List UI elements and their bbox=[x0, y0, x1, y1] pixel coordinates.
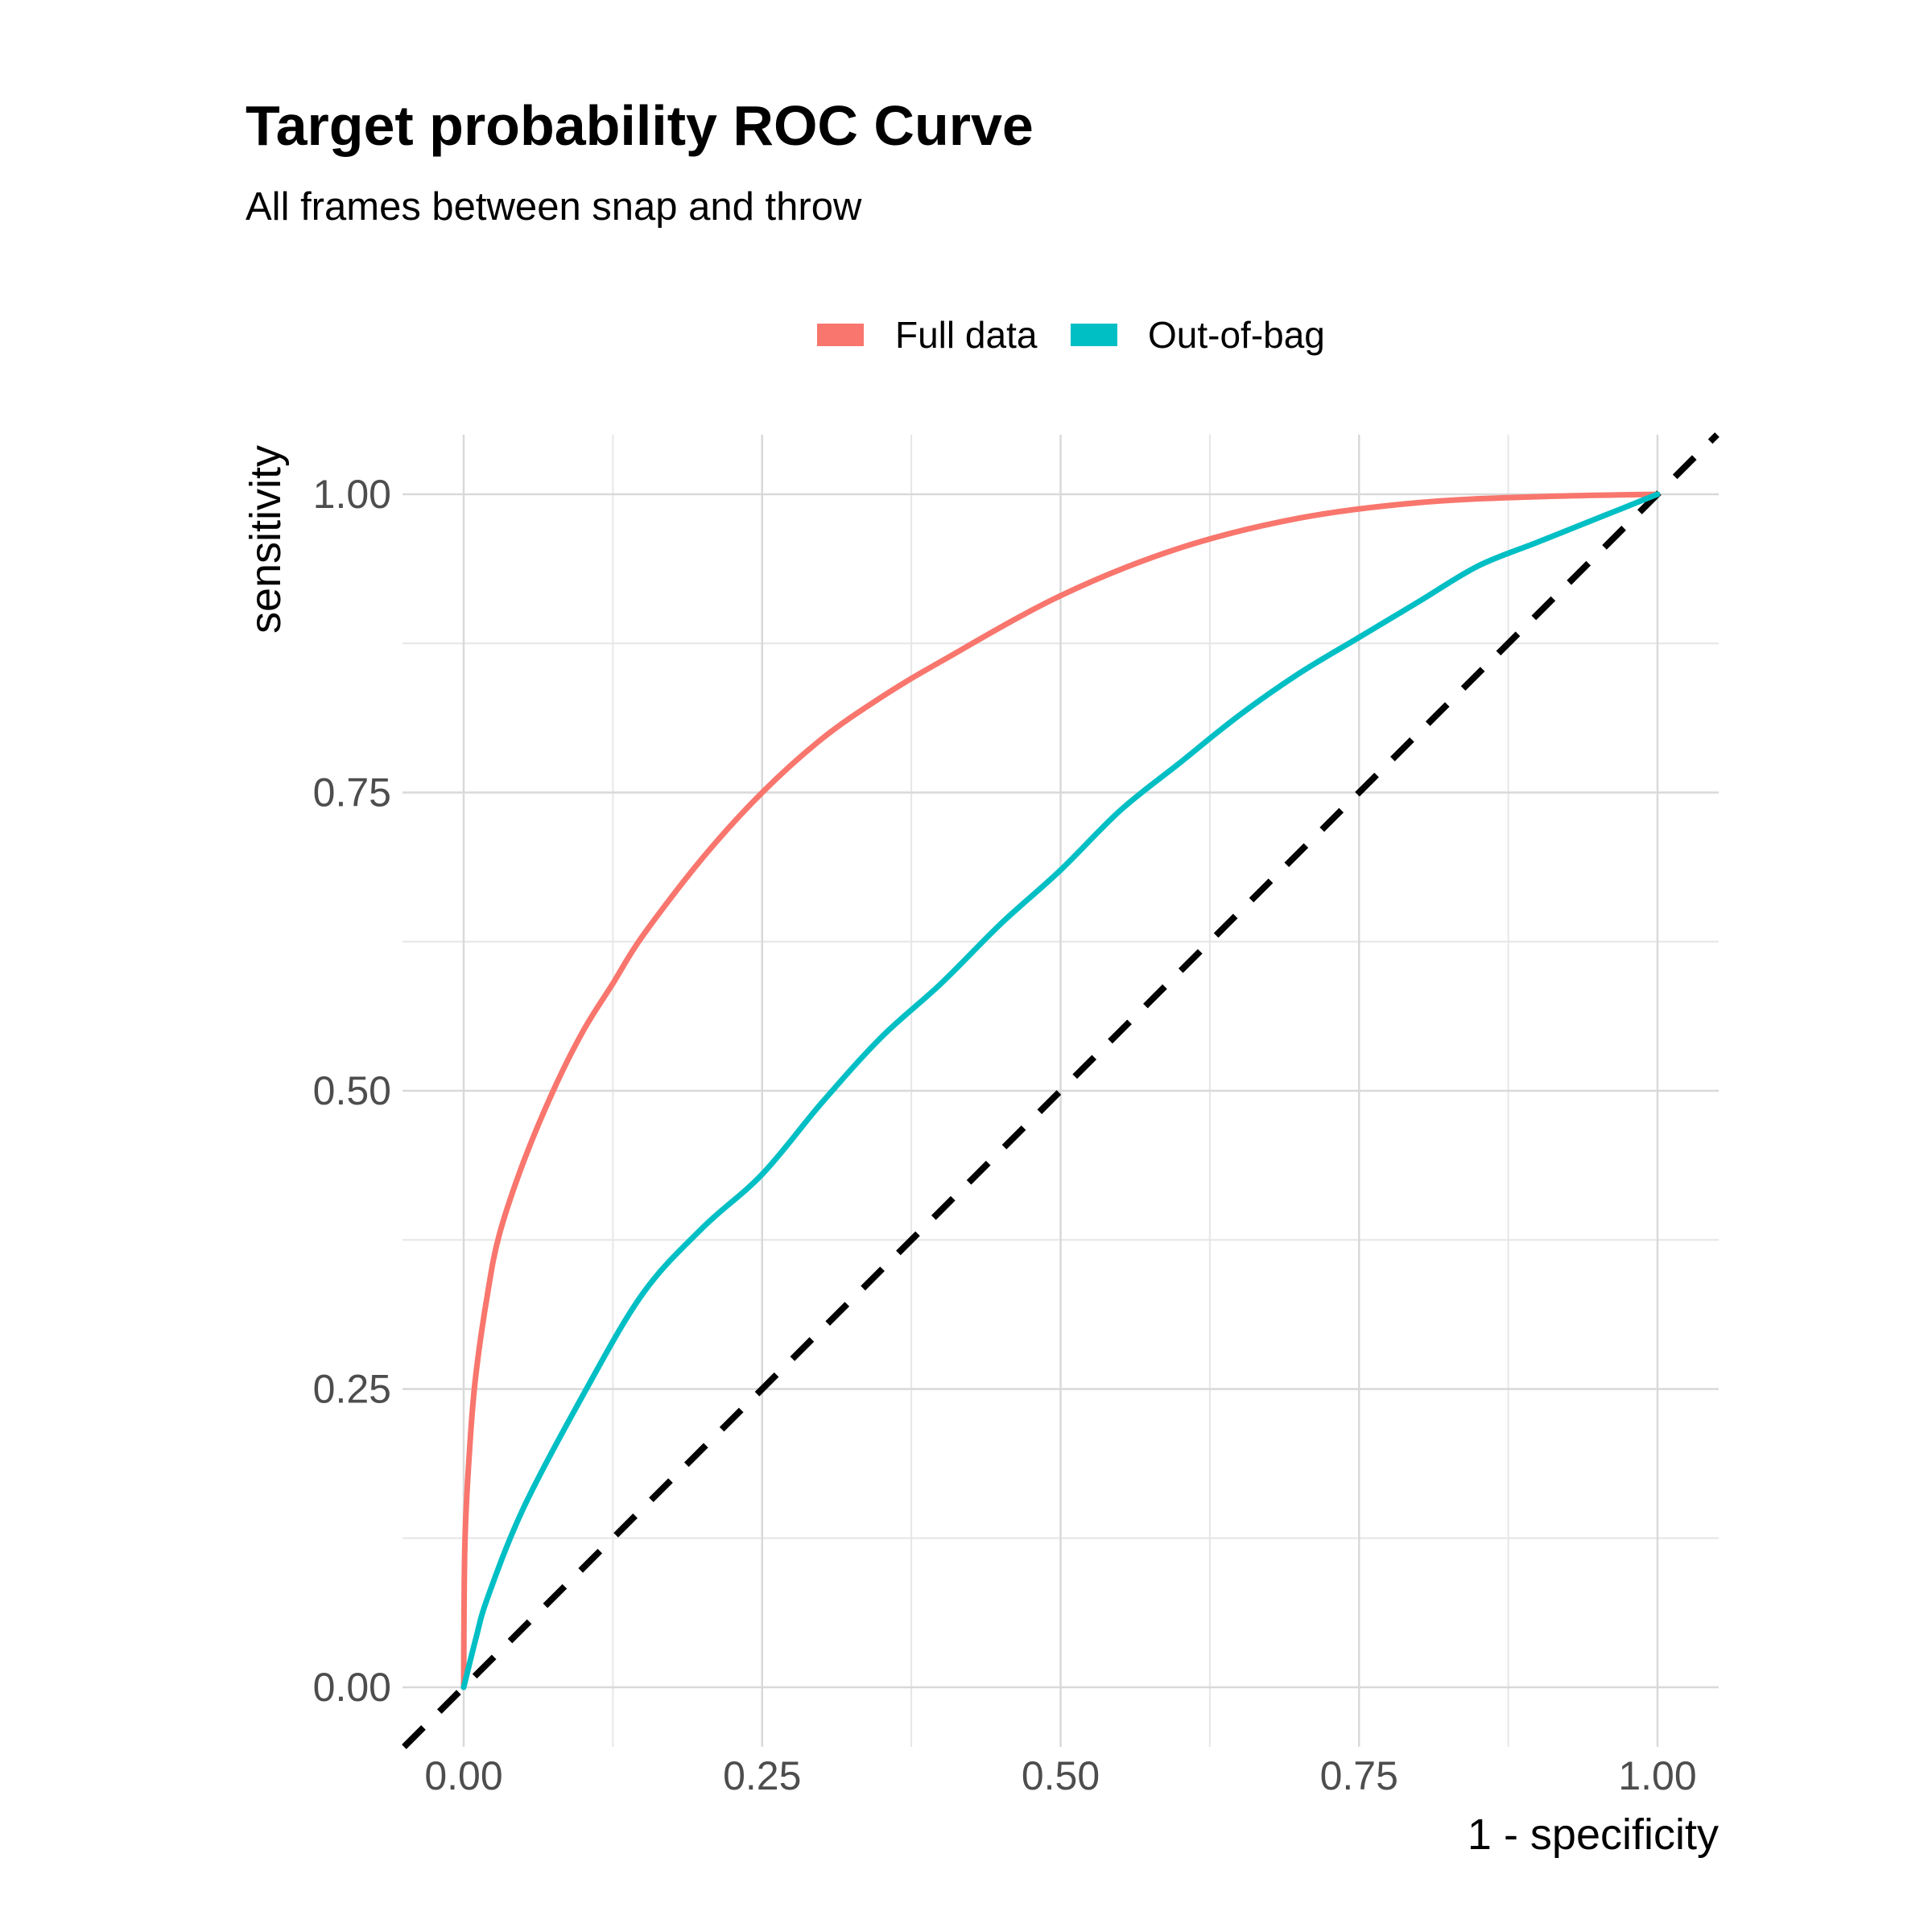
grid-major bbox=[402, 435, 1719, 1747]
x-axis-title: 1 - specificity bbox=[1468, 1810, 1719, 1859]
y-axis-ticks: 0.00 0.25 0.50 0.75 1.00 bbox=[313, 472, 391, 1710]
series-line-out-of-bag bbox=[460, 491, 1661, 1690]
legend-label-full-data: Full data bbox=[895, 314, 1038, 356]
y-axis-title: sensitivity bbox=[242, 445, 290, 634]
chart-title: Target probability ROC Curve bbox=[246, 94, 1034, 157]
series-line-full-data bbox=[460, 491, 1661, 1690]
x-tick-label: 0.75 bbox=[1320, 1753, 1398, 1798]
legend-key-full-data bbox=[817, 324, 864, 346]
x-tick-label: 0.00 bbox=[424, 1753, 502, 1798]
reference-diagonal-line bbox=[402, 432, 1719, 1749]
legend-label-out-of-bag: Out-of-bag bbox=[1148, 314, 1325, 356]
legend: Full data Out-of-bag bbox=[817, 314, 1325, 356]
x-axis-ticks: 0.00 0.25 0.50 0.75 1.00 bbox=[424, 1753, 1696, 1798]
y-tick-label: 1.00 bbox=[313, 472, 391, 517]
x-tick-label: 1.00 bbox=[1618, 1753, 1696, 1798]
y-tick-label: 0.00 bbox=[313, 1665, 391, 1710]
y-tick-label: 0.25 bbox=[313, 1367, 391, 1412]
chart-subtitle: All frames between snap and throw bbox=[246, 185, 862, 229]
x-tick-label: 0.25 bbox=[723, 1753, 801, 1798]
y-tick-label: 0.50 bbox=[313, 1068, 391, 1113]
legend-key-out-of-bag bbox=[1071, 324, 1117, 346]
x-tick-label: 0.50 bbox=[1022, 1753, 1100, 1798]
y-tick-label: 0.75 bbox=[313, 770, 391, 815]
